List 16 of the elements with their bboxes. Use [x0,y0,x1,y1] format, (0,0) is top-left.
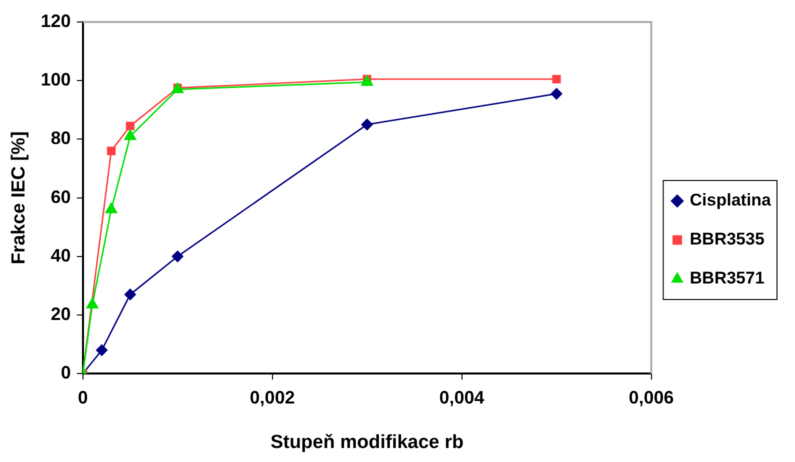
y-tick-label: 20 [50,304,71,324]
x-tick-label: 0 [78,387,88,408]
y-tick-label: 60 [50,186,71,207]
legend-label: BBR3535 [690,230,764,249]
y-tick-label: 80 [50,128,71,148]
legend-label: Cisplatina [690,190,772,210]
y-tick-label: 0 [60,362,71,383]
y-tick-label: 120 [40,10,71,31]
x-tick-label: 0,004 [439,387,484,408]
legend-label: BBR3571 [690,268,764,288]
y-tick-label: 100 [40,70,71,90]
x-tick-label: 0,006 [628,387,674,408]
x-tick-label: 0,002 [250,387,295,408]
y-tick-label: 40 [50,245,71,266]
x-axis-title: Stupeň modifikace rb [270,432,464,453]
y-axis-title: Frakce IEC [%] [8,131,30,264]
